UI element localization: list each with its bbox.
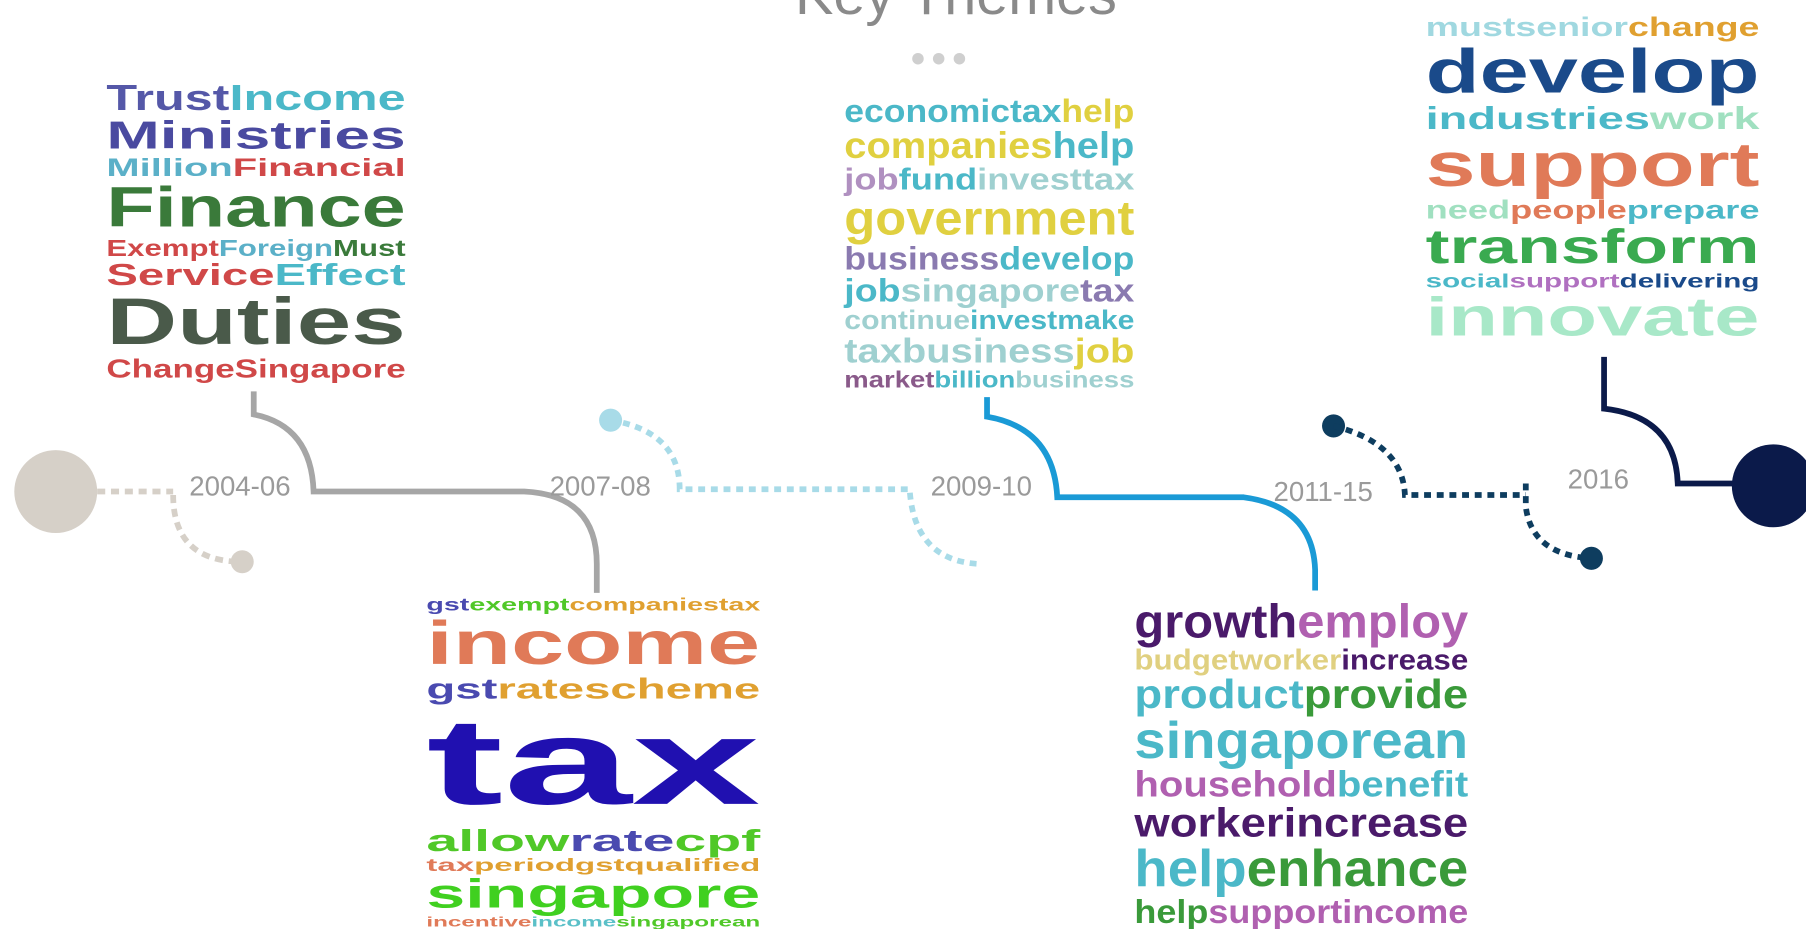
cloud-word: tax bbox=[844, 332, 902, 370]
cloud-word: singapore bbox=[901, 272, 1080, 308]
cloud-line: support bbox=[1426, 130, 1760, 200]
cloud-word: help bbox=[1134, 839, 1246, 897]
cloud-word: business bbox=[902, 332, 1075, 370]
cloud-line: Finance bbox=[106, 176, 405, 239]
cloud-word: Singapore bbox=[235, 353, 406, 383]
cloud-word: Ministries bbox=[106, 114, 405, 158]
period-label: 2016 bbox=[1568, 463, 1629, 494]
cloud-word: employ bbox=[1297, 596, 1469, 649]
cloud-word: Exempt bbox=[106, 235, 219, 261]
cloud-word: Foreign bbox=[219, 235, 333, 261]
cloud-word: develop bbox=[999, 240, 1134, 276]
cloud-word: income bbox=[531, 913, 616, 929]
cloud-line: incentiveincomesingaporean bbox=[426, 913, 760, 929]
cloud-line: government bbox=[844, 191, 1134, 245]
cloud-word: tax bbox=[1080, 272, 1134, 308]
cloud-line: allowratecpf bbox=[426, 824, 761, 858]
cloud-word: income bbox=[1342, 894, 1468, 929]
cloud-word: Change bbox=[106, 353, 234, 383]
cloud-word: companies bbox=[844, 124, 1052, 166]
cloud-word: enhance bbox=[1247, 839, 1469, 897]
cloud-line: singaporean bbox=[1134, 711, 1468, 769]
cloud-word: Duties bbox=[106, 284, 405, 358]
cloud-word: help bbox=[1052, 124, 1134, 166]
cloud-word: incentive bbox=[426, 913, 531, 929]
cloud-word: Income bbox=[229, 78, 405, 118]
cloud-word: rate bbox=[569, 824, 674, 858]
cloud-word: support bbox=[1208, 894, 1342, 929]
period-label: 2011-15 bbox=[1274, 476, 1373, 507]
cloud-word: support bbox=[1426, 130, 1760, 200]
page-title: Key Themes bbox=[795, 0, 1117, 27]
cloud-line: income bbox=[426, 609, 760, 677]
cloud-line: Duties bbox=[106, 284, 405, 358]
cloud-word: allow bbox=[426, 824, 569, 858]
cloud-word: continue bbox=[844, 305, 970, 335]
period-label: 2007-08 bbox=[550, 470, 651, 501]
cloud-word: singapore bbox=[426, 871, 760, 917]
cloud-word: income bbox=[426, 609, 760, 677]
cloud-word: government bbox=[844, 191, 1134, 245]
cloud-word: help bbox=[1134, 894, 1208, 929]
cloud-line: Ministries bbox=[106, 114, 405, 158]
cloud-word: business bbox=[844, 240, 999, 276]
cloud-line: develop bbox=[1426, 36, 1760, 106]
timeline-canvas: Key Themes 2004-06 2007-08 2009-10 2011-15 2… bbox=[0, 0, 1806, 929]
cloud-word: transform bbox=[1426, 220, 1760, 274]
cloud-word: invest bbox=[970, 305, 1057, 335]
cloud-word: growth bbox=[1134, 596, 1297, 649]
cloud-line: jobsingaporetax bbox=[843, 272, 1134, 308]
cloud-word: job bbox=[1073, 332, 1134, 370]
cloud-word: billion bbox=[934, 366, 1015, 392]
cloud-word: singaporean bbox=[616, 913, 760, 929]
cloud-word: job bbox=[843, 272, 900, 308]
cloud-word: make bbox=[1057, 305, 1134, 335]
cloud-line: innovate bbox=[1426, 286, 1760, 348]
cloud-word: tax bbox=[426, 693, 760, 830]
cloud-word: cpf bbox=[674, 824, 761, 858]
cloud-line: singapore bbox=[426, 871, 760, 917]
cloud-line: ChangeSingapore bbox=[106, 353, 405, 383]
period-label: 2004-06 bbox=[189, 470, 290, 501]
period-label: 2009-10 bbox=[931, 470, 1032, 501]
page: {"title": "Key Themes", "themes": [ {"pe… bbox=[0, 0, 1806, 929]
cloud-word: singaporean bbox=[1134, 711, 1468, 769]
cloud-word: develop bbox=[1426, 36, 1760, 106]
cloud-word: Trust bbox=[106, 78, 229, 118]
cloud-word: Finance bbox=[106, 176, 405, 239]
cloud-word: market bbox=[844, 366, 935, 392]
cloud-line: transform bbox=[1426, 220, 1760, 274]
title-dots bbox=[912, 53, 965, 65]
cloud-word: Must bbox=[333, 235, 406, 261]
cloud-word: innovate bbox=[1426, 286, 1760, 348]
word-cloud: growthemploybudgetworkerincreaseproductp… bbox=[1133, 596, 1469, 929]
cloud-word: business bbox=[1015, 366, 1134, 392]
cloud-line: tax bbox=[426, 693, 760, 830]
